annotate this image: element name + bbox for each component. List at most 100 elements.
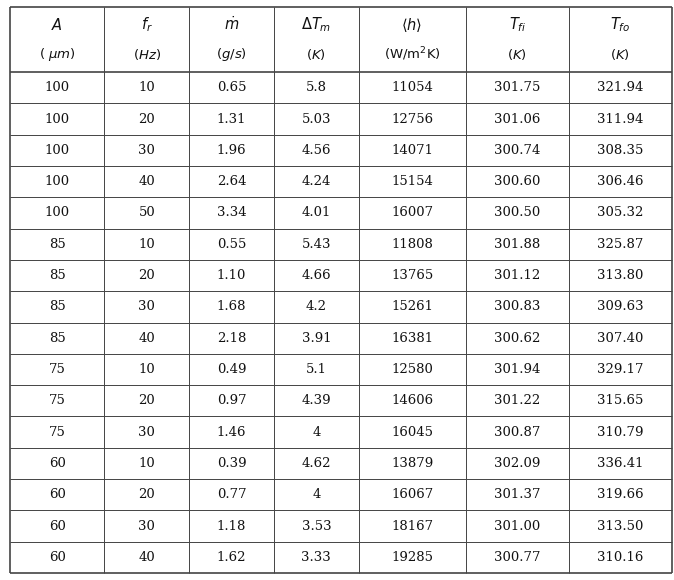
Text: 0.39: 0.39 [217,457,247,470]
Text: 325.87: 325.87 [597,238,644,251]
Text: 30: 30 [138,144,155,157]
Text: 20: 20 [138,394,155,407]
Text: 20: 20 [138,488,155,501]
Text: 300.87: 300.87 [494,426,541,438]
Text: 300.50: 300.50 [494,206,541,219]
Text: 10: 10 [138,81,155,94]
Text: 4.01: 4.01 [302,206,331,219]
Text: 5.8: 5.8 [306,81,327,94]
Text: 300.60: 300.60 [494,175,541,188]
Text: 12756: 12756 [391,113,433,125]
Text: 308.35: 308.35 [597,144,644,157]
Text: 100: 100 [44,144,70,157]
Text: 300.83: 300.83 [494,300,541,313]
Text: 16067: 16067 [391,488,433,501]
Text: 14606: 14606 [391,394,433,407]
Text: 4.24: 4.24 [302,175,331,188]
Text: 0.49: 0.49 [217,363,246,376]
Text: $(g/s)$: $(g/s)$ [216,46,247,63]
Text: $T_{fi}$: $T_{fi}$ [508,15,526,34]
Text: 5.1: 5.1 [306,363,327,376]
Text: 100: 100 [44,175,70,188]
Text: 0.77: 0.77 [217,488,247,501]
Text: 305.32: 305.32 [597,206,644,219]
Text: 18167: 18167 [391,520,433,532]
Text: 301.12: 301.12 [494,269,541,282]
Text: 310.16: 310.16 [597,551,644,564]
Text: 10: 10 [138,238,155,251]
Text: $\Delta T_m$: $\Delta T_m$ [301,15,332,34]
Text: 4.39: 4.39 [301,394,331,407]
Text: 313.50: 313.50 [597,520,644,532]
Text: $(K)$: $(K)$ [611,47,630,62]
Text: 4.56: 4.56 [301,144,331,157]
Text: $(Hz)$: $(Hz)$ [133,47,161,62]
Text: 301.00: 301.00 [494,520,541,532]
Text: 85: 85 [49,269,65,282]
Text: 20: 20 [138,269,155,282]
Text: 16381: 16381 [391,332,433,345]
Text: 10: 10 [138,457,155,470]
Text: $f_r$: $f_r$ [141,15,153,34]
Text: $(\mathrm{W/m^{2}K})$: $(\mathrm{W/m^{2}K})$ [384,46,441,63]
Text: 11808: 11808 [391,238,433,251]
Text: $\langle h\rangle$: $\langle h\rangle$ [402,16,423,34]
Text: 14071: 14071 [391,144,433,157]
Text: 3.53: 3.53 [301,520,331,532]
Text: 20: 20 [138,113,155,125]
Text: 1.68: 1.68 [217,300,246,313]
Text: 1.46: 1.46 [217,426,246,438]
Text: 301.06: 301.06 [494,113,541,125]
Text: 1.96: 1.96 [217,144,247,157]
Text: 301.22: 301.22 [494,394,541,407]
Text: 302.09: 302.09 [494,457,541,470]
Text: 60: 60 [49,457,66,470]
Text: 19285: 19285 [391,551,433,564]
Text: $(\ \mu m)$: $(\ \mu m)$ [39,46,75,63]
Text: 16007: 16007 [391,206,433,219]
Text: 3.91: 3.91 [301,332,331,345]
Text: 30: 30 [138,426,155,438]
Text: $(K)$: $(K)$ [508,47,527,62]
Text: 75: 75 [49,394,66,407]
Text: 60: 60 [49,488,66,501]
Text: 13879: 13879 [391,457,433,470]
Text: 4.62: 4.62 [301,457,331,470]
Text: 309.63: 309.63 [597,300,644,313]
Text: 321.94: 321.94 [597,81,644,94]
Text: 40: 40 [138,332,155,345]
Text: 10: 10 [138,363,155,376]
Text: 85: 85 [49,332,65,345]
Text: 11054: 11054 [391,81,433,94]
Text: 40: 40 [138,175,155,188]
Text: 3.33: 3.33 [301,551,331,564]
Text: 319.66: 319.66 [597,488,644,501]
Text: 4: 4 [312,426,321,438]
Text: 5.03: 5.03 [301,113,331,125]
Text: 0.97: 0.97 [217,394,247,407]
Text: 329.17: 329.17 [597,363,644,376]
Text: 1.31: 1.31 [217,113,246,125]
Text: 3.34: 3.34 [217,206,247,219]
Text: 300.62: 300.62 [494,332,541,345]
Text: 5.43: 5.43 [301,238,331,251]
Text: 307.40: 307.40 [597,332,644,345]
Text: 13765: 13765 [391,269,433,282]
Text: 306.46: 306.46 [597,175,644,188]
Text: 301.88: 301.88 [494,238,541,251]
Text: 301.94: 301.94 [494,363,541,376]
Text: 16045: 16045 [391,426,433,438]
Text: 2.64: 2.64 [217,175,246,188]
Text: 0.65: 0.65 [217,81,246,94]
Text: 100: 100 [44,81,70,94]
Text: 300.77: 300.77 [494,551,541,564]
Text: 85: 85 [49,238,65,251]
Text: 60: 60 [49,551,66,564]
Text: $A$: $A$ [51,17,63,32]
Text: 301.75: 301.75 [494,81,541,94]
Text: 1.10: 1.10 [217,269,246,282]
Text: 100: 100 [44,206,70,219]
Text: 336.41: 336.41 [597,457,644,470]
Text: 0.55: 0.55 [217,238,246,251]
Text: $T_{fo}$: $T_{fo}$ [610,15,631,34]
